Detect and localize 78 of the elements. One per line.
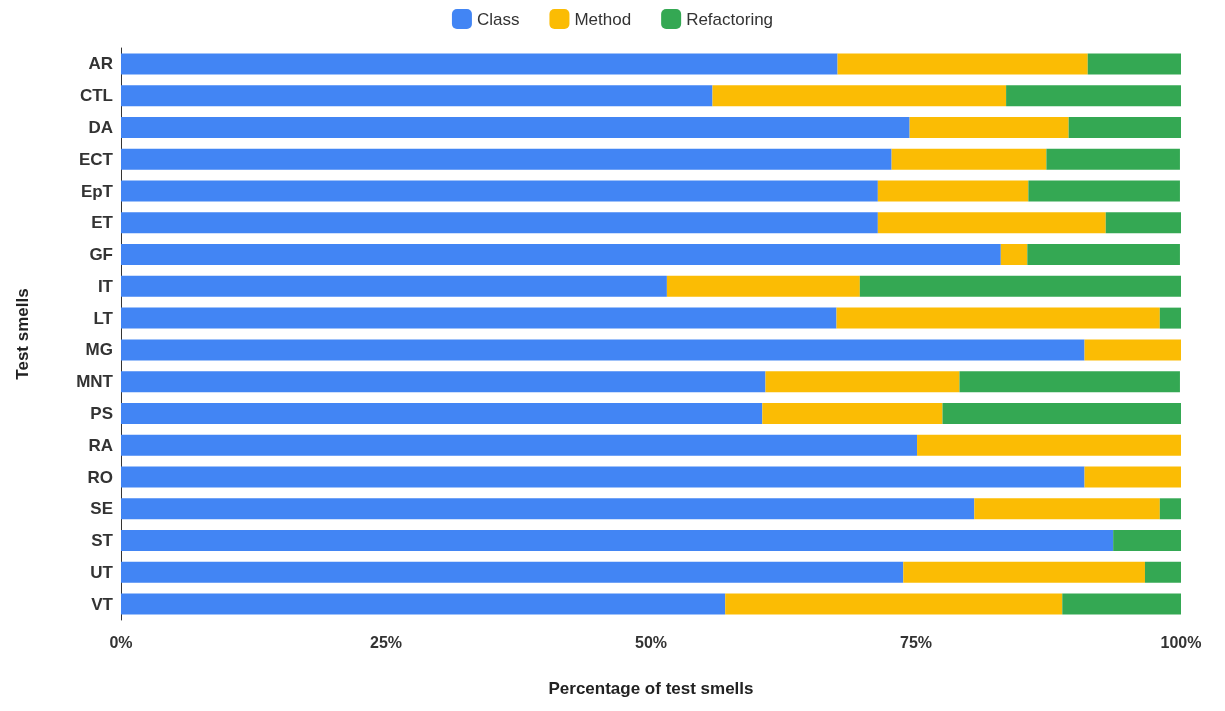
bar	[1144, 561, 1181, 583]
y-tick-label: MNT	[76, 372, 114, 392]
bar	[1062, 593, 1181, 615]
bar	[121, 275, 667, 297]
bar	[121, 212, 878, 234]
y-tick-label: RA	[88, 435, 113, 455]
bar	[1159, 307, 1181, 329]
bar	[909, 116, 1069, 138]
bar	[837, 53, 1088, 75]
bar	[121, 593, 726, 615]
bar	[903, 561, 1145, 583]
bar	[765, 371, 960, 393]
bar	[1027, 244, 1180, 266]
bar	[121, 339, 1085, 361]
bar	[891, 148, 1047, 170]
bar	[1105, 212, 1181, 234]
y-tick-label: ST	[91, 531, 114, 551]
bar	[1113, 530, 1181, 552]
bar	[121, 498, 975, 520]
bar	[1087, 53, 1181, 75]
bar	[121, 530, 1114, 552]
bar	[121, 116, 910, 138]
bar	[959, 371, 1180, 393]
y-tick-label: SE	[90, 499, 113, 519]
bar	[1068, 116, 1181, 138]
y-tick-label: PS	[90, 403, 113, 423]
bar	[121, 402, 763, 424]
legend-label: Method	[574, 9, 632, 29]
bar	[1006, 85, 1181, 107]
bar	[121, 307, 837, 329]
y-tick-label: IT	[97, 276, 114, 296]
y-tick-label: UT	[90, 562, 114, 582]
y-tick-label: ECT	[79, 149, 114, 169]
bar	[1159, 498, 1181, 520]
x-tick-label: 50%	[634, 633, 668, 651]
bar	[1084, 466, 1181, 488]
bar	[121, 85, 713, 107]
legend-label: Class	[476, 9, 520, 29]
y-tick-label: AR	[88, 54, 113, 74]
y-axis-title: Test smells	[13, 288, 32, 380]
bar	[877, 180, 1029, 202]
x-tick-label: 75%	[899, 633, 933, 651]
y-tick-label: VT	[91, 594, 114, 614]
bar	[877, 212, 1106, 234]
y-tick-label: LT	[93, 308, 114, 328]
bar	[725, 593, 1063, 615]
bar	[121, 180, 878, 202]
bar	[121, 434, 918, 456]
y-tick-label: ET	[91, 213, 114, 233]
bar	[836, 307, 1160, 329]
x-tick-label: 25%	[369, 633, 403, 651]
y-tick-label: EpT	[80, 181, 114, 201]
y-tick-label: DA	[88, 117, 113, 137]
bar	[942, 402, 1181, 424]
bar	[1084, 339, 1181, 361]
x-axis-title: Percentage of test smells	[548, 679, 754, 698]
bar	[666, 275, 860, 297]
bar	[121, 244, 1001, 266]
bar	[1028, 180, 1180, 202]
bar	[974, 498, 1160, 520]
x-tick-label: 100%	[1160, 633, 1202, 651]
bar	[859, 275, 1181, 297]
bar	[917, 434, 1181, 456]
y-tick-label: MG	[85, 340, 113, 360]
bar	[1046, 148, 1180, 170]
bar	[121, 53, 838, 75]
bar	[762, 402, 943, 424]
bar	[1000, 244, 1028, 266]
y-tick-label: GF	[89, 245, 113, 265]
legend-label: Refactoring	[686, 9, 774, 29]
bar	[121, 561, 904, 583]
y-tick-label: RO	[87, 467, 113, 487]
bar	[121, 466, 1085, 488]
bar	[121, 371, 766, 393]
y-tick-label: CTL	[79, 86, 113, 106]
x-tick-label: 0%	[109, 633, 133, 651]
bar	[121, 148, 892, 170]
bar	[712, 85, 1007, 107]
